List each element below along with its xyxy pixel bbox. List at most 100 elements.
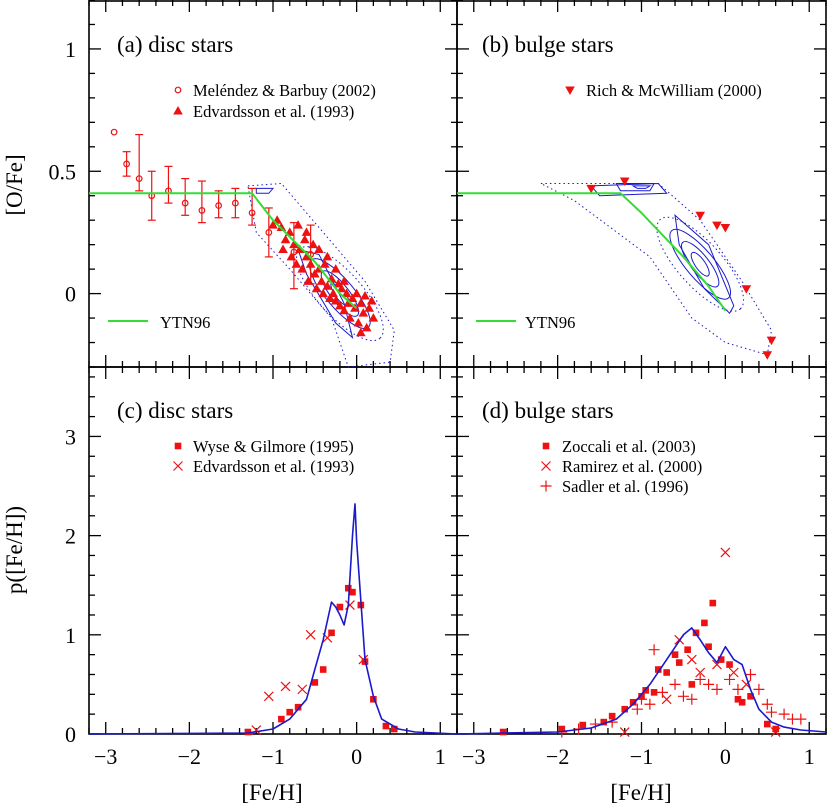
legend-b-symbol-0 bbox=[565, 86, 575, 95]
legend-d-label-1: Ramirez et al. (2000) bbox=[562, 457, 702, 476]
panel-d-model-line bbox=[456, 627, 827, 735]
panel-d-point bbox=[728, 667, 739, 678]
panel-a-point bbox=[294, 244, 305, 254]
panel-c-point bbox=[328, 629, 335, 637]
panel-a-point bbox=[308, 239, 318, 249]
panel-a-point bbox=[215, 202, 223, 209]
x-tick-label-right: −1 bbox=[630, 744, 653, 769]
panel-d-point bbox=[726, 661, 733, 668]
panel-d-point bbox=[608, 712, 616, 720]
panel-a-point bbox=[318, 288, 328, 298]
panel-c-point bbox=[305, 629, 316, 640]
panel-a-point bbox=[339, 305, 349, 315]
panel-d-point bbox=[650, 689, 658, 696]
y-axis-title-top: [O/Fe] bbox=[2, 154, 27, 215]
x-axis-title-right: [Fe/H] bbox=[610, 780, 671, 805]
plot-layer: −3 −2 −1 0 1 −3 −2 −1 0 1 0 0.5 1 0 1 2 3 bbox=[49, 0, 827, 769]
legend-b-label-1: YTN96 bbox=[525, 313, 575, 332]
panel-b-model-contour bbox=[656, 216, 745, 312]
legend-a-label-1: Edvardsson et al. (1993) bbox=[193, 102, 354, 121]
x-tick-label-right: −2 bbox=[546, 744, 569, 769]
panel-a-point bbox=[123, 160, 131, 168]
panel-c-point bbox=[263, 691, 274, 702]
panel-c-point bbox=[251, 725, 262, 735]
panel-d-point bbox=[499, 728, 507, 736]
panel-d-point bbox=[669, 678, 681, 690]
panel-a-point bbox=[265, 229, 273, 236]
panel-a-point bbox=[358, 308, 369, 317]
panel-d-point bbox=[778, 708, 790, 720]
panel-b-model-envelope bbox=[631, 185, 652, 189]
legend-d-label-0: Zoccali et al. (2003) bbox=[562, 437, 696, 456]
panel-d-point bbox=[686, 654, 697, 665]
panel-a-point bbox=[343, 298, 354, 307]
panel-d-point bbox=[732, 683, 744, 695]
panel-b-title: (b) bulge stars bbox=[482, 32, 614, 57]
panel-c-point bbox=[311, 679, 319, 686]
panel-c-point bbox=[286, 708, 294, 716]
panel-d-point bbox=[761, 698, 773, 710]
panel-d-point bbox=[738, 698, 746, 706]
panel-d-point bbox=[671, 651, 679, 658]
panel-a-point bbox=[291, 259, 302, 268]
panel-a-point bbox=[289, 239, 299, 249]
panel-a-point bbox=[301, 227, 312, 236]
panel-a-model-envelope bbox=[297, 248, 354, 340]
panel-a-point bbox=[297, 264, 308, 273]
panel-b-point bbox=[762, 351, 773, 360]
x-tick-label-left: 1 bbox=[435, 744, 446, 769]
legend-c-symbol-1 bbox=[173, 461, 183, 471]
panel-a-point bbox=[305, 259, 316, 268]
panel-a-point bbox=[110, 128, 118, 136]
panel-d-point bbox=[675, 659, 683, 666]
panel-a-ytn96-line bbox=[89, 192, 358, 310]
panel-a-point bbox=[360, 291, 370, 300]
panel-c-point bbox=[297, 684, 308, 695]
panel-b-model-contour bbox=[669, 228, 731, 300]
panel-d-point bbox=[579, 721, 587, 729]
panel-d-point bbox=[621, 705, 629, 713]
x-tick-label-left: 0 bbox=[351, 744, 362, 769]
x-tick-label-left: −3 bbox=[94, 744, 117, 769]
panel-c-point bbox=[319, 666, 327, 673]
panel-a-point bbox=[353, 317, 364, 327]
panel-a-title: (a) disc stars bbox=[117, 32, 233, 57]
panel-d-point bbox=[600, 718, 608, 726]
panel-d-point bbox=[745, 668, 757, 680]
panel-c-point bbox=[382, 722, 390, 730]
panel-d-point bbox=[648, 644, 660, 656]
panel-c-point bbox=[344, 584, 352, 592]
x-tick-label-right: 1 bbox=[804, 744, 815, 769]
legend-c-symbol-0 bbox=[174, 442, 182, 450]
y-tick-label-bottom: 1 bbox=[65, 623, 76, 648]
panel-c-point bbox=[349, 588, 356, 596]
panel-d-point bbox=[772, 725, 779, 733]
panel-a-point bbox=[301, 251, 312, 261]
panel-a-point bbox=[351, 288, 362, 298]
x-tick-label-left: −1 bbox=[261, 744, 284, 769]
panel-b-model-envelope bbox=[540, 183, 773, 356]
y-tick-label-bottom: 3 bbox=[65, 424, 76, 449]
legend-d-symbol-0 bbox=[542, 442, 550, 450]
y-tick-label-top: 0.5 bbox=[49, 159, 77, 184]
panel-d-point bbox=[688, 681, 696, 688]
legend-b-label-0: Rich & McWilliam (2000) bbox=[586, 81, 762, 100]
panel-a-point bbox=[325, 293, 335, 302]
panel-d-point bbox=[701, 619, 708, 627]
panel-d-point bbox=[694, 673, 706, 685]
panel-a-point bbox=[333, 278, 344, 288]
panel-a-point bbox=[303, 276, 313, 285]
panel-d-point bbox=[661, 694, 672, 705]
panel-a-point bbox=[314, 244, 324, 254]
panel-d-point bbox=[711, 683, 723, 695]
legend-c-label-0: Wyse & Gilmore (1995) bbox=[193, 437, 354, 456]
panel-b-point bbox=[766, 336, 777, 346]
panel-a-point bbox=[356, 327, 366, 337]
panel-d-point bbox=[795, 713, 807, 725]
panel-b-point bbox=[586, 184, 596, 194]
panel-d-point bbox=[686, 693, 698, 705]
panel-a-point bbox=[276, 222, 287, 232]
panel-a-point bbox=[268, 220, 278, 229]
panel-c-model-line bbox=[88, 503, 458, 735]
panel-a-point bbox=[328, 288, 339, 298]
